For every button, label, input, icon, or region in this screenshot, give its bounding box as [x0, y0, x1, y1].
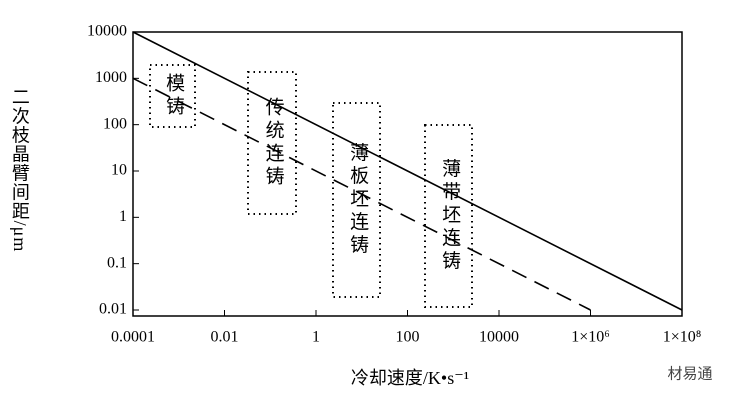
y-tick-label: 1: [119, 208, 127, 225]
region-box: [149, 64, 196, 128]
y-axis-title: 二次枝晶臂间距/μm: [10, 88, 30, 253]
x-tick-label: 1×10⁸: [663, 329, 702, 346]
x-tick-label: 0.01: [211, 329, 239, 346]
y-tick-label: 0.1: [107, 254, 127, 271]
y-tick-label: 0.01: [99, 301, 127, 318]
x-tick-label: 1×10⁶: [571, 329, 610, 346]
region-box: [247, 71, 297, 215]
region-box: [332, 102, 381, 298]
y-tick-label: 10: [111, 162, 127, 179]
region-label: 薄板坯连铸: [347, 142, 369, 257]
x-tick-label: 10000: [479, 329, 519, 346]
series-line: [132, 31, 683, 311]
x-tick-label: 0.0001: [111, 329, 155, 346]
x-tick-label: 100: [396, 329, 420, 346]
x-tick-label: 1: [312, 329, 320, 346]
series-line: [132, 77, 591, 311]
region-label: 模铸: [163, 73, 185, 119]
region-label: 薄带坯连铸: [439, 158, 461, 273]
region-label: 传统连铸: [263, 97, 285, 189]
y-tick-label: 100: [103, 115, 127, 132]
y-tick-label: 1000: [95, 69, 127, 86]
y-tick-label: 10000: [87, 23, 127, 40]
x-axis-title: 冷却速度/K•s⁻¹: [351, 368, 469, 388]
region-box: [424, 124, 473, 308]
watermark: 材易通: [667, 365, 712, 383]
